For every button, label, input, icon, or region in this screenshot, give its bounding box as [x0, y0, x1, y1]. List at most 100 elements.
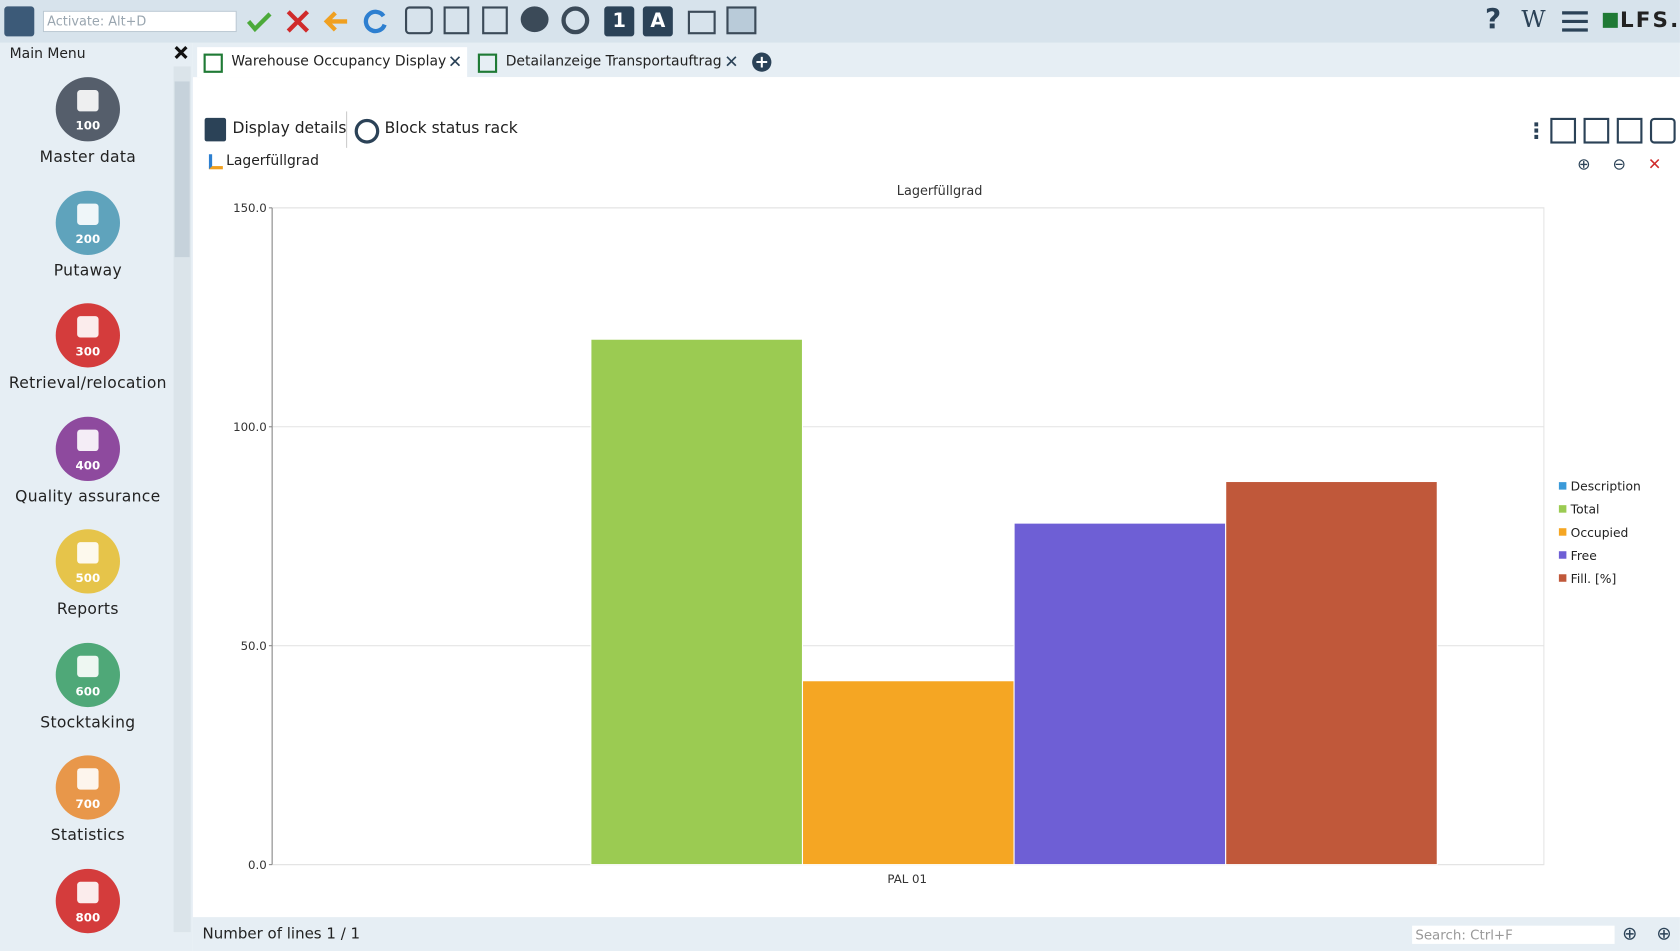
badge-a[interactable]: A [642, 6, 673, 37]
menu-icon: 200 [55, 190, 120, 255]
legend-swatch [1558, 482, 1567, 490]
y-tick-label: 150.0 [233, 201, 267, 215]
display-details[interactable]: Display details [232, 119, 347, 138]
menu-glyph [77, 542, 99, 564]
tab-icon [203, 53, 223, 73]
bar [801, 680, 1015, 866]
tab[interactable]: Detailanzeige Transportauftrag [505, 53, 722, 70]
add-tab[interactable]: + [752, 52, 772, 72]
chart-title: Lagerfüllgrad [897, 184, 983, 199]
y-tick-label: 50.0 [241, 639, 267, 653]
menu-icon: 600 [55, 642, 120, 707]
menu-code: 300 [75, 344, 101, 359]
cut-icon[interactable] [404, 6, 433, 35]
activate-field[interactable]: Activate: Alt+D [42, 10, 237, 33]
help-icon[interactable]: ? [1484, 3, 1502, 36]
menu-icon: 800 [55, 868, 120, 933]
cancel-icon[interactable] [283, 6, 313, 36]
menu-glyph [77, 203, 99, 225]
menu-glyph [77, 768, 99, 790]
menu-item[interactable]: 800 [0, 868, 176, 933]
menu-item[interactable]: 400 Quality assurance [0, 416, 176, 505]
menu-item[interactable]: 100 Master data [0, 77, 176, 166]
menu-item[interactable]: 600 Stocktaking [0, 642, 176, 731]
menu-item[interactable]: 700 Statistics [0, 755, 176, 844]
menu-label: Reports [56, 601, 119, 619]
menu-icon: 700 [55, 755, 120, 820]
zoom-reset[interactable]: ✕ [1647, 154, 1662, 174]
separator [346, 111, 348, 148]
open-icon[interactable] [4, 6, 35, 37]
menu-item[interactable]: 200 Putaway [0, 190, 176, 279]
menu-icon: 300 [55, 303, 120, 368]
scrollbar[interactable] [173, 66, 191, 933]
wiki-icon[interactable]: W [1521, 6, 1546, 34]
back-icon[interactable] [321, 6, 351, 36]
refresh-icon[interactable] [360, 6, 390, 36]
tab-close[interactable]: ✕ [724, 51, 739, 72]
logo: LFS. [1619, 6, 1680, 33]
more-icon[interactable]: ⋮ [1525, 117, 1548, 144]
menu-code: 600 [75, 684, 101, 699]
legend-label: Total [1570, 503, 1600, 517]
menu-code: 200 [75, 231, 101, 246]
tab[interactable]: Warehouse Occupancy Display [231, 53, 447, 70]
menu-label: Quality assurance [15, 488, 161, 506]
chart-icon[interactable] [1649, 117, 1676, 144]
block-icon[interactable] [354, 118, 380, 144]
hamburger-icon[interactable] [1560, 6, 1590, 36]
legend-label: Occupied [1571, 526, 1629, 540]
menu-close[interactable] [174, 45, 189, 60]
tab-close[interactable]: ✕ [447, 51, 463, 72]
legend-label: Fill. [%] [1571, 572, 1617, 586]
menu-code: 700 [75, 797, 101, 812]
legend-swatch [1558, 574, 1567, 582]
tab-active-bg [197, 47, 468, 78]
confirm-icon[interactable] [244, 6, 274, 36]
chart-icon-small [208, 154, 223, 170]
details-icon[interactable] [204, 117, 227, 142]
zoom-out[interactable]: ⊖ [1612, 154, 1626, 174]
block-status-rack[interactable]: Block status rack [384, 119, 518, 138]
paste-icon[interactable] [482, 6, 508, 35]
menu-icon: 500 [55, 529, 120, 594]
chart-heading: Lagerfüllgrad [226, 153, 319, 170]
layout-icon[interactable] [1550, 117, 1577, 144]
menu-label: Stocktaking [40, 714, 136, 732]
menu-item[interactable]: 300 Retrieval/relocation [0, 303, 176, 392]
bar [1225, 480, 1438, 866]
layout-icon[interactable] [1583, 117, 1610, 144]
search-next[interactable]: ⊕ [1656, 923, 1672, 945]
menu-glyph [77, 429, 99, 451]
scroll-thumb[interactable] [174, 81, 190, 258]
settings-icon[interactable] [561, 6, 590, 35]
bar [590, 338, 804, 866]
search-prev[interactable]: ⊕ [1622, 923, 1638, 945]
search-field[interactable]: Search: Ctrl+F [1412, 925, 1615, 944]
x-tick-label: PAL 01 [887, 872, 927, 886]
menu-label: Retrieval/relocation [8, 374, 167, 393]
y-tick-label: 0.0 [248, 858, 267, 872]
menu-title: Main Menu [9, 46, 86, 63]
table-icon[interactable] [1616, 117, 1643, 144]
menu-icon: 400 [55, 416, 120, 481]
menu-label: Putaway [53, 261, 122, 280]
menu-label: Master data [39, 148, 137, 167]
line-count: Number of lines 1 / 1 [202, 925, 361, 943]
toolbar: Activate: Alt+D 1 A ? W LFS. [0, 0, 1680, 43]
menu-item[interactable]: 500 Reports [0, 529, 176, 618]
copy-icon[interactable] [443, 6, 470, 35]
screen-icon[interactable] [726, 6, 757, 35]
window-icon[interactable] [687, 10, 716, 35]
menu-code: 500 [75, 571, 101, 585]
menu-label: Statistics [50, 827, 125, 845]
badge-1[interactable]: 1 [604, 6, 635, 37]
bar [1013, 522, 1227, 866]
menu-code: 400 [75, 458, 101, 472]
legend-swatch [1558, 551, 1567, 559]
zoom-in[interactable]: ⊕ [1577, 154, 1591, 174]
palette-icon[interactable] [520, 6, 549, 33]
menu-glyph [77, 881, 99, 903]
